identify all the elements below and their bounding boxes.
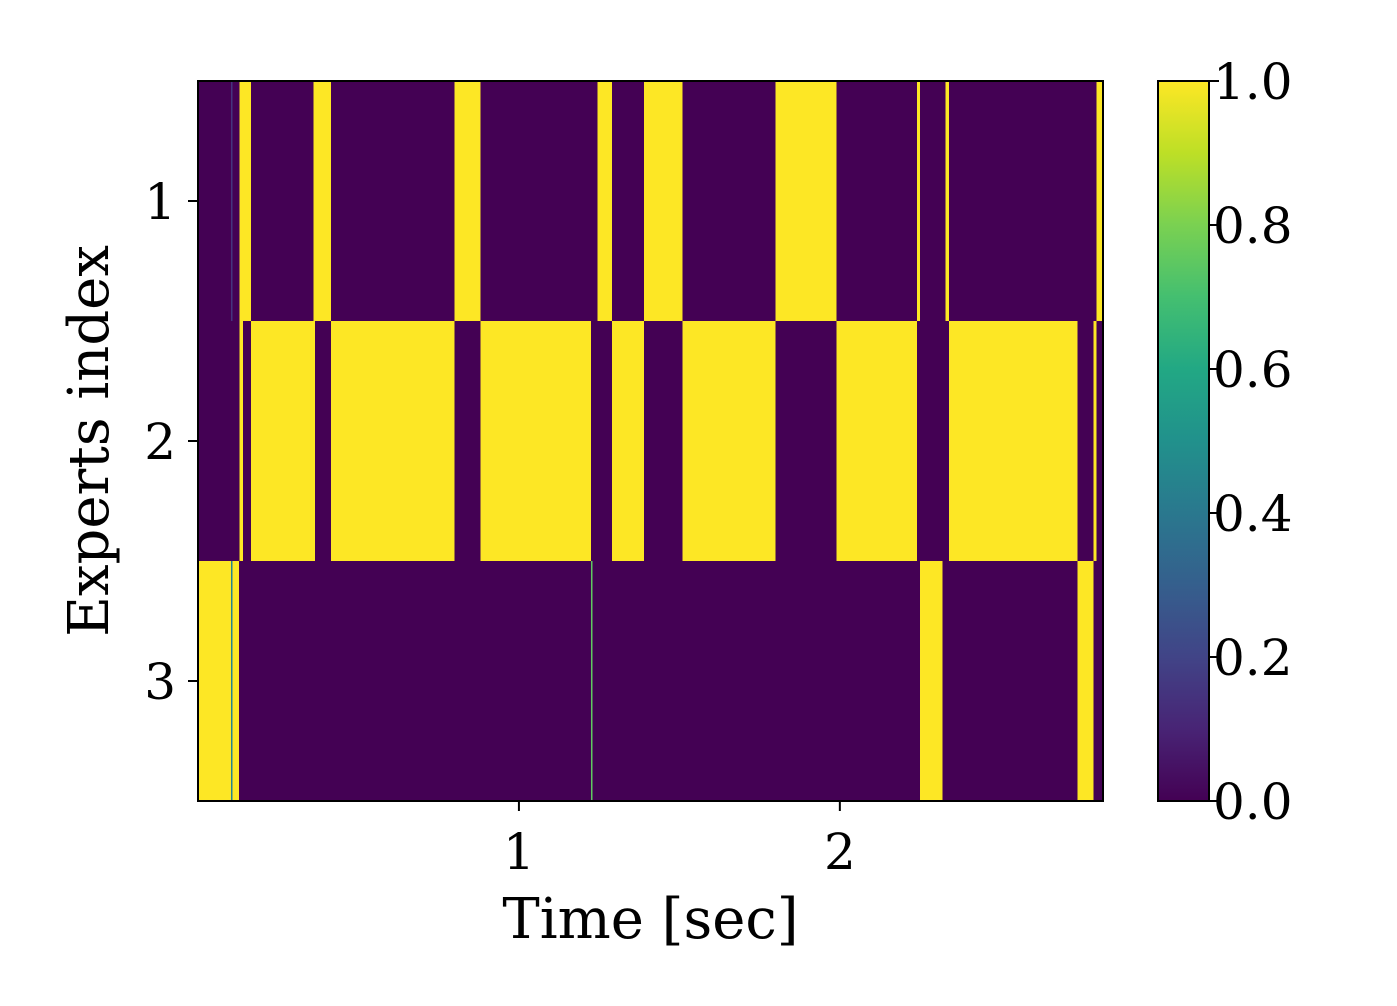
colorbar-tick-label: 0.6 xyxy=(1213,341,1293,399)
heatmap-cell-expert-3 xyxy=(1077,561,1094,801)
colorbar: 0.0 0.2 0.4 0.6 0.8 1.0 xyxy=(1157,53,1293,831)
heatmap-cell-expert-3 xyxy=(920,561,943,801)
heatmap-cell-expert-2 xyxy=(948,321,1078,561)
heatmap-cell-expert-2 xyxy=(331,321,455,561)
colorbar-tick-label: 0.0 xyxy=(1213,773,1293,831)
heatmap-cell-expert-2 xyxy=(250,321,316,561)
heatmap-cell-expert-2 xyxy=(480,321,592,561)
x-tick-label: 2 xyxy=(824,823,856,881)
x-tick-label: 1 xyxy=(503,823,535,881)
colorbar-frame xyxy=(1157,80,1210,802)
colorbar-tick-label: 0.4 xyxy=(1213,485,1293,543)
colorbar-tick-label: 1.0 xyxy=(1213,53,1293,111)
y-tick-label: 1 xyxy=(144,173,176,231)
heatmap-cell-expert-1 xyxy=(597,81,612,321)
heatmap-cell-expert-3 xyxy=(198,561,232,801)
y-tick-label: 3 xyxy=(144,653,176,711)
heatmap-cell-expert-3 xyxy=(232,561,240,801)
heatmap-cell-expert-1 xyxy=(231,81,233,321)
heatmap-cell-expert-2 xyxy=(1093,321,1097,561)
heatmap-cells xyxy=(198,81,1103,801)
heatmap-cell-expert-2 xyxy=(836,321,917,561)
colorbar-ticks: 0.0 0.2 0.4 0.6 0.8 1.0 xyxy=(1209,53,1293,831)
y-axis-ticks: 1 2 3 xyxy=(144,173,198,711)
heatmap-cell-expert-1 xyxy=(1096,81,1103,321)
heatmap-cell-expert-1 xyxy=(775,81,837,321)
heatmap-cell-expert-1 xyxy=(945,81,949,321)
colorbar-gradient xyxy=(1158,81,1209,801)
heatmap-cell-expert-1 xyxy=(644,81,683,321)
y-tick-label: 2 xyxy=(144,413,176,471)
y-axis-label: Experts index xyxy=(57,245,122,637)
heatmap-cell-expert-2 xyxy=(239,321,243,561)
heatmap-cell-expert-1 xyxy=(916,81,921,321)
x-axis-label: Time [sec] xyxy=(502,887,798,952)
heatmap-cell-expert-2 xyxy=(682,321,776,561)
heatmap-plot-area xyxy=(197,80,1104,802)
heatmap-cell-expert-3 xyxy=(591,561,593,801)
colorbar-tick-label: 0.2 xyxy=(1213,629,1293,687)
colorbar-tick-label: 0.8 xyxy=(1213,197,1293,255)
heatmap-cell-expert-2 xyxy=(611,321,645,561)
heatmap-cell-expert-1 xyxy=(313,81,332,321)
heatmap-cell-expert-3 xyxy=(231,561,233,801)
heatmap-cell-expert-1 xyxy=(239,81,251,321)
heatmap-cell-expert-1 xyxy=(454,81,481,321)
